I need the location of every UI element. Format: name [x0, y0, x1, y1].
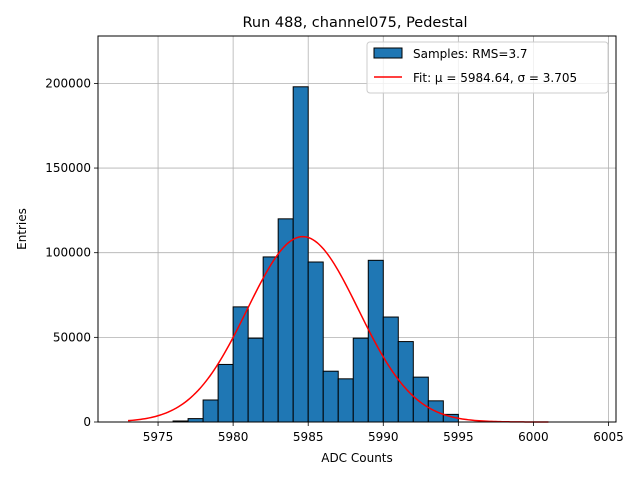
histogram-bar: [277, 218, 294, 423]
legend-box: [366, 41, 609, 94]
histogram-bar: [412, 376, 429, 423]
y-tick-label: 200000: [45, 76, 91, 90]
y-axis-label: Entries: [15, 208, 29, 250]
histogram-bars: [172, 86, 459, 423]
fit-curve: [127, 235, 549, 423]
x-tick-label: 6005: [593, 430, 624, 444]
histogram-bar: [367, 259, 384, 423]
x-axis-label: ADC Counts: [321, 451, 393, 465]
histogram-bar: [292, 86, 309, 423]
x-tick-label: 5985: [293, 430, 324, 444]
y-tick-label: 50000: [53, 330, 91, 344]
legend-label-samples: Samples: RMS=3.7: [413, 47, 528, 61]
x-tick-label: 6000: [518, 430, 549, 444]
histogram-bar: [322, 370, 339, 423]
chart-title: Run 488, channel075, Pedestal: [242, 15, 467, 31]
histogram-bar: [217, 363, 234, 423]
histogram-bar: [352, 337, 369, 423]
legend-swatch-samples: [373, 47, 403, 59]
x-tick-label: 5990: [368, 430, 399, 444]
histogram-bar: [307, 261, 324, 423]
histogram-bar: [262, 256, 279, 423]
y-tick-label: 100000: [45, 246, 91, 260]
x-tick-label: 5995: [443, 430, 474, 444]
x-tick-label: 5980: [218, 430, 249, 444]
y-tick-label: 0: [83, 415, 91, 429]
y-axis-ticks: 0 50000 100000 150000 200000: [45, 76, 98, 429]
histogram-bar: [202, 399, 219, 423]
legend-label-fit: Fit: μ = 5984.64, σ = 3.705: [413, 71, 577, 85]
x-axis-ticks: 5975 5980 5985 5990 5995 6000 6005: [143, 422, 624, 444]
histogram-bar: [337, 378, 354, 423]
y-tick-label: 150000: [45, 161, 91, 175]
histogram-bar: [247, 337, 264, 423]
histogram-bar: [187, 418, 204, 423]
legend: Samples: RMS=3.7 Fit: μ = 5984.64, σ = 3…: [366, 41, 609, 94]
plot-area-frame: [97, 35, 617, 423]
x-tick-label: 5975: [143, 430, 174, 444]
